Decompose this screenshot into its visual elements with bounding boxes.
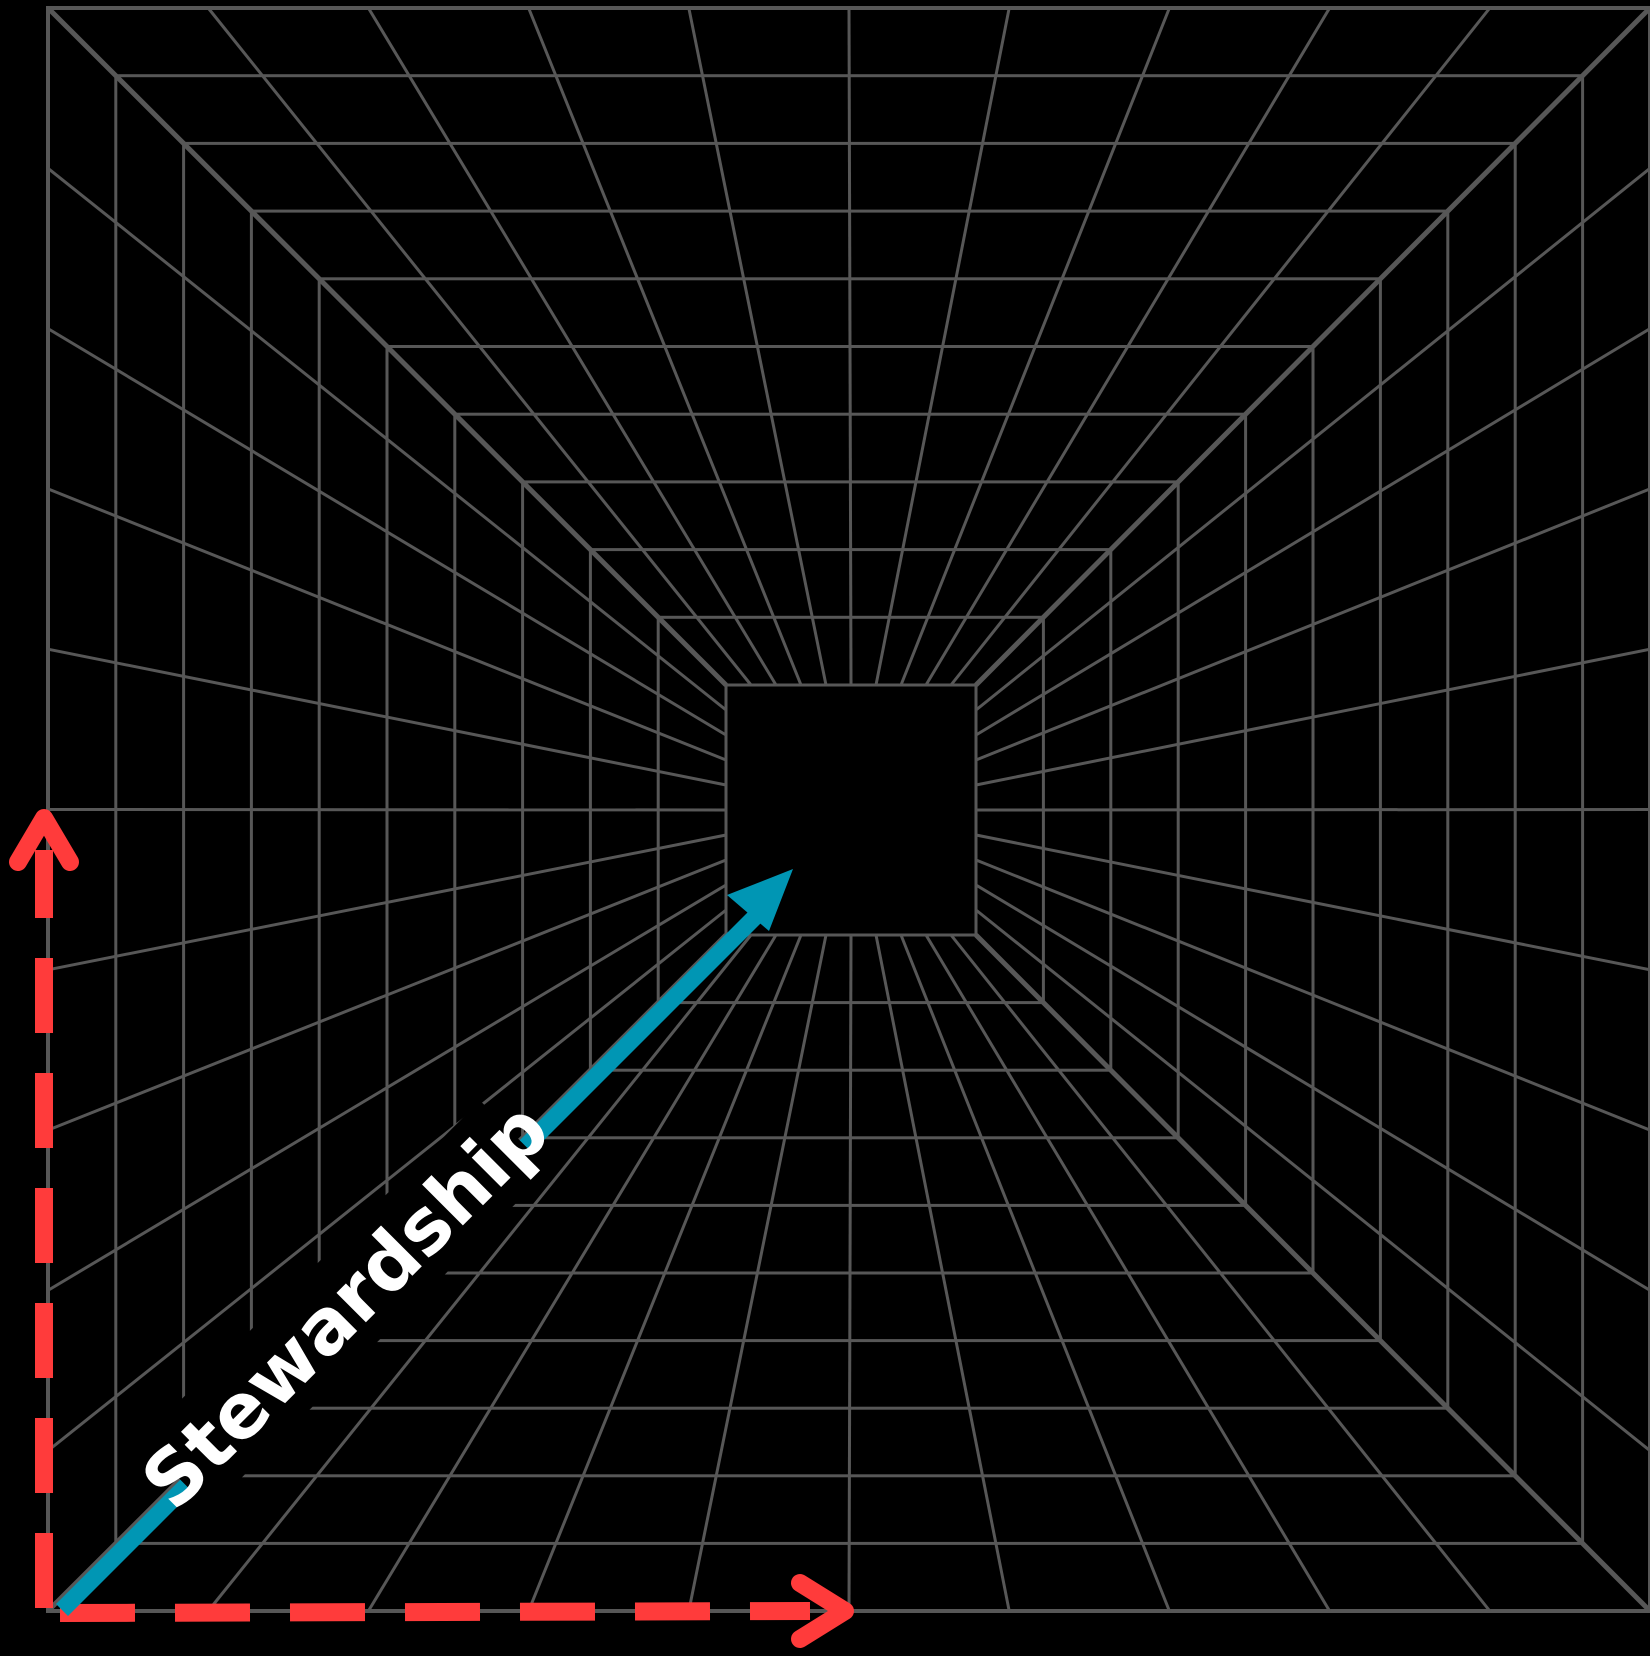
grid-left-wall-line [47, 647, 727, 787]
grid-ceiling-line [949, 7, 1491, 686]
grid-ceiling-line [874, 7, 1011, 686]
grid-left-wall-line [47, 487, 727, 762]
grid-left-wall-line [47, 808, 727, 812]
grid-right-wall-line [975, 858, 1650, 1132]
grid-floor-line [949, 934, 1491, 1612]
grid-left-wall-line [47, 883, 727, 1292]
grid-floor-line [207, 934, 753, 1612]
grid-right-wall-line [975, 327, 1650, 737]
grid-right-wall-line [975, 167, 1650, 712]
axis-arrows [9, 809, 854, 1648]
grid-floor-line [367, 934, 778, 1612]
grid-right-wall-line [975, 883, 1650, 1292]
grid-corner-line [46, 6, 728, 687]
stewardship-arrowhead [727, 869, 793, 931]
grid-ceiling-line [899, 7, 1171, 686]
grid-floor-line [847, 934, 853, 1612]
grid-left-wall-line [47, 908, 727, 1452]
grid-left-wall-line [47, 833, 727, 972]
grid-floor-line [874, 934, 1011, 1612]
horizontal-axis-arrowhead [791, 1574, 854, 1648]
grid-left-wall-line [47, 327, 727, 737]
grid-right-wall-line [975, 808, 1650, 812]
grid-right-wall-line [975, 908, 1650, 1452]
grid-ceiling-line [687, 7, 828, 686]
stewardship-label-background [140, 1100, 550, 1510]
grid-floor-line [924, 934, 1331, 1612]
grid-right-wall-line [975, 833, 1650, 972]
grid-ceiling-line [207, 7, 753, 686]
grid-floor-line [899, 934, 1171, 1612]
grid-ceiling-line [527, 7, 803, 686]
grid-ceiling-line [847, 7, 853, 686]
grid-floor-line [687, 934, 828, 1612]
horizontal-dashed-axis [59, 1602, 811, 1622]
grid-left-wall-line [47, 858, 727, 1132]
grid-left-wall-line [47, 167, 727, 712]
grid-right-wall-line [975, 647, 1650, 787]
grid-ceiling-line [924, 7, 1331, 686]
grid-corner-line [974, 6, 1650, 687]
perspective-grid [46, 6, 1650, 1613]
vertical-axis-arrowhead [9, 809, 79, 871]
grid-floor-line [527, 934, 803, 1612]
grid-ceiling-line [367, 7, 778, 686]
grid-corner-line [974, 933, 1650, 1613]
grid-right-wall-line [975, 487, 1650, 762]
